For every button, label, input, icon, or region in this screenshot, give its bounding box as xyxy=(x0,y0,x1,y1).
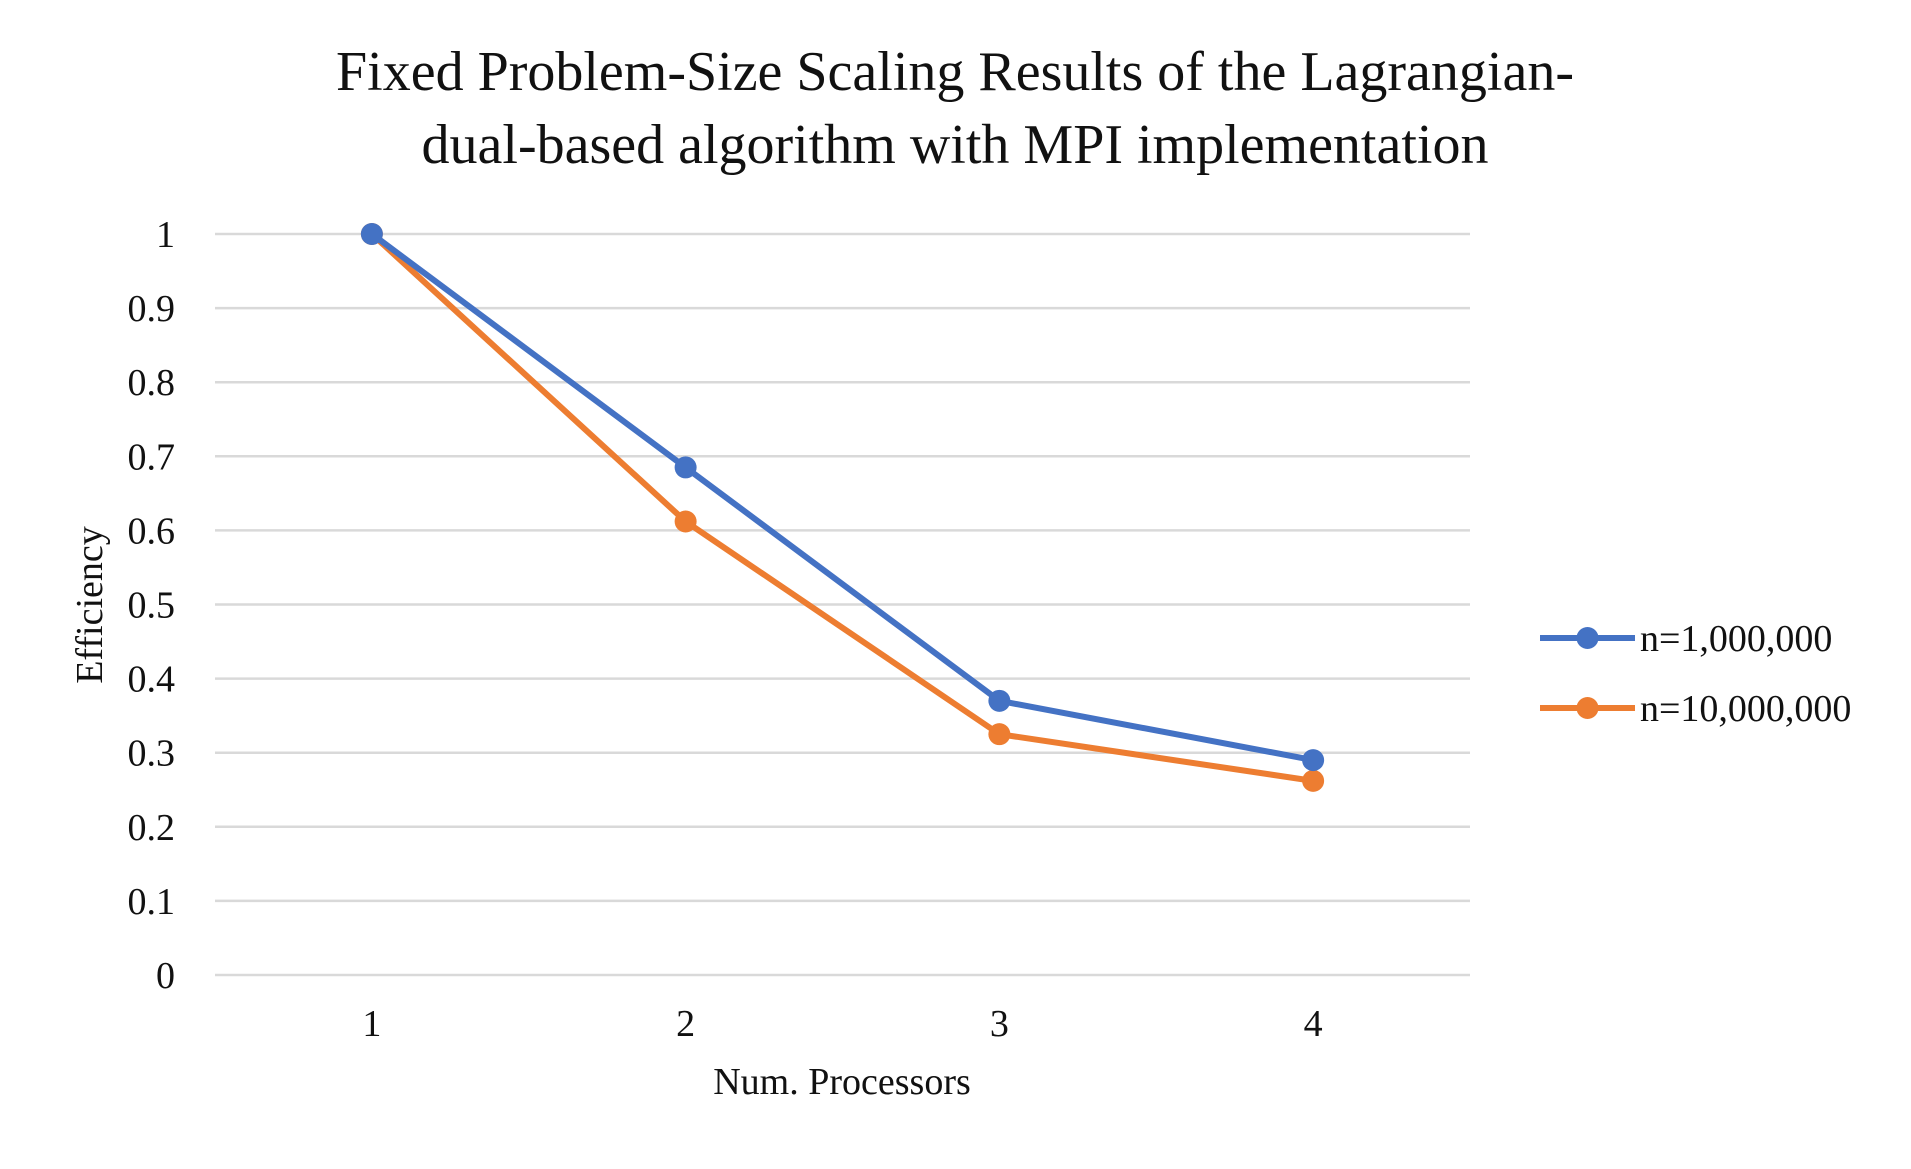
legend: n=1,000,000 n=10,000,000 xyxy=(1540,618,1851,730)
y-tick-label: 0 xyxy=(156,955,175,997)
y-tick-label: 0.9 xyxy=(128,288,176,330)
y-tick-label: 0.6 xyxy=(128,510,176,552)
legend-item: n=10,000,000 xyxy=(1540,688,1851,730)
y-tick-label: 0.7 xyxy=(128,436,176,478)
x-tick-label: 2 xyxy=(676,1003,695,1045)
y-axis-ticks: 0 0.1 0.2 0.3 0.4 0.5 0.6 0.7 0.8 0.9 1 xyxy=(128,214,176,997)
series-lines xyxy=(360,223,1325,792)
x-tick-label: 1 xyxy=(362,1003,381,1045)
y-tick-label: 0.1 xyxy=(128,881,176,923)
legend-label: n=10,000,000 xyxy=(1640,688,1851,730)
data-point xyxy=(1302,749,1325,772)
x-tick-label: 4 xyxy=(1304,1003,1323,1045)
legend-item: n=1,000,000 xyxy=(1540,618,1832,660)
y-tick-label: 0.8 xyxy=(128,362,176,404)
y-tick-label: 1 xyxy=(156,214,175,256)
y-tick-label: 0.2 xyxy=(128,807,176,849)
series-line xyxy=(368,231,1317,764)
legend-marker xyxy=(1576,627,1599,649)
data-point xyxy=(988,689,1011,712)
chart-title-line-2: dual-based algorithm with MPI implementa… xyxy=(422,114,1489,176)
data-point xyxy=(674,456,697,479)
x-tick-label: 3 xyxy=(990,1003,1009,1045)
data-point xyxy=(988,723,1011,746)
y-tick-label: 0.3 xyxy=(128,733,176,775)
series-line xyxy=(368,231,1317,784)
x-axis-label: Num. Processors xyxy=(713,1061,971,1103)
y-axis-label: Efficiency xyxy=(69,526,111,684)
y-tick-label: 0.5 xyxy=(128,585,176,627)
legend-marker xyxy=(1576,697,1599,719)
data-point xyxy=(674,510,697,533)
x-axis-ticks: 1 2 3 4 xyxy=(362,1003,1322,1045)
gridlines xyxy=(215,232,1470,977)
data-point xyxy=(1302,769,1325,792)
chart-title-line-1: Fixed Problem-Size Scaling Results of th… xyxy=(336,41,1574,103)
chart-title: Fixed Problem-Size Scaling Results of th… xyxy=(336,41,1574,176)
y-tick-label: 0.4 xyxy=(128,659,176,701)
data-point xyxy=(360,223,383,245)
legend-label: n=1,000,000 xyxy=(1640,618,1832,660)
